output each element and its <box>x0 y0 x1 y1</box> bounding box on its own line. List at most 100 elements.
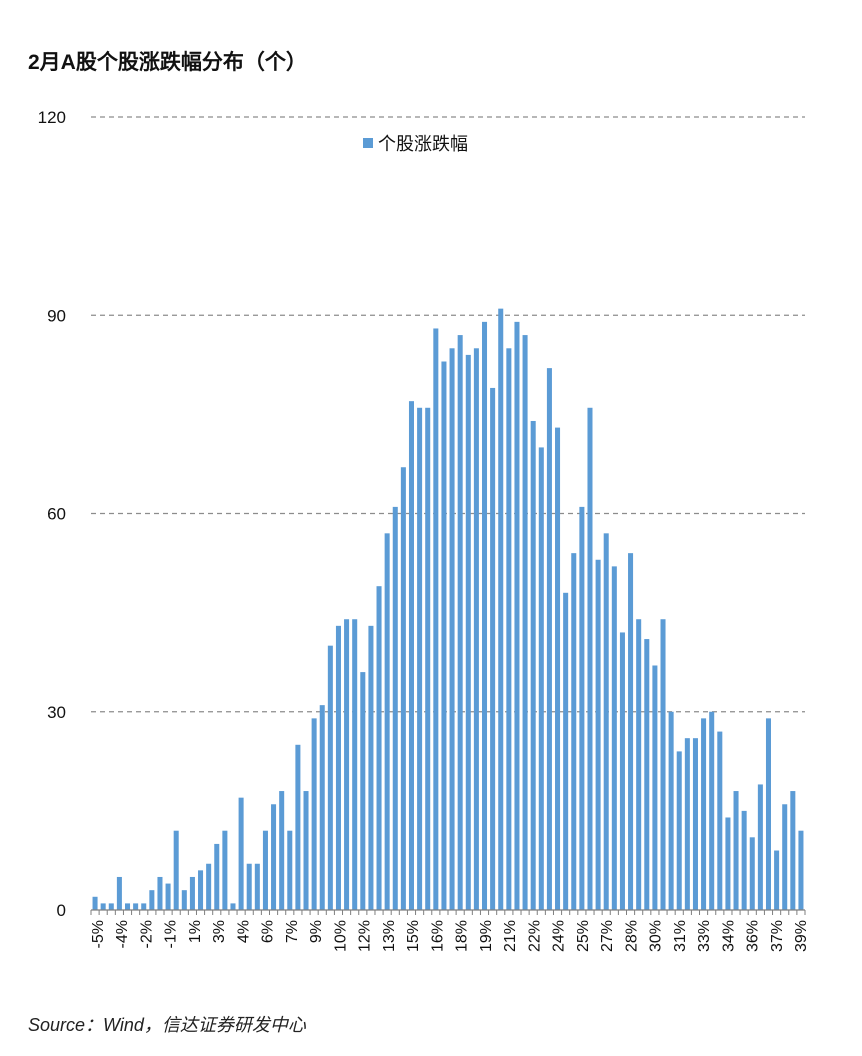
bar <box>749 837 755 910</box>
bar <box>279 791 285 910</box>
bar <box>222 830 228 910</box>
bar <box>417 407 423 910</box>
bar <box>141 903 147 910</box>
bar <box>709 711 715 910</box>
x-tick-label: 31% <box>672 920 689 952</box>
bar <box>628 553 634 910</box>
bar <box>254 863 260 910</box>
bar <box>425 407 431 910</box>
bar <box>303 791 309 910</box>
bar <box>214 843 220 910</box>
bar <box>433 328 439 911</box>
bar <box>295 744 301 910</box>
bar <box>376 586 382 910</box>
bar <box>676 751 682 910</box>
x-tick-label: 36% <box>745 920 762 952</box>
bar <box>116 876 122 910</box>
bar <box>165 883 171 910</box>
bar <box>741 810 747 911</box>
bar <box>644 639 650 910</box>
bar <box>319 705 325 910</box>
bar <box>619 632 625 910</box>
bar <box>189 876 195 910</box>
bar <box>100 903 106 910</box>
bar <box>344 619 350 910</box>
x-tick-label: 30% <box>648 920 665 952</box>
bar <box>246 863 252 910</box>
x-tick-label: 25% <box>575 920 592 952</box>
y-tick-label: 120 <box>38 108 66 127</box>
bar <box>133 903 139 910</box>
bar <box>636 619 642 910</box>
y-tick-label: 60 <box>47 505 66 524</box>
gridlines <box>91 116 805 713</box>
bar <box>465 354 471 910</box>
y-tick-label: 30 <box>47 703 66 722</box>
bar <box>668 711 674 910</box>
y-tick-label: 0 <box>57 901 66 920</box>
bar <box>538 447 544 910</box>
x-tick-label: 6% <box>260 920 277 943</box>
bar <box>384 533 390 910</box>
bar <box>514 321 520 910</box>
x-tick-label: 12% <box>357 920 374 952</box>
bar <box>173 830 179 910</box>
bar <box>506 348 512 910</box>
bar <box>790 791 796 910</box>
bar <box>392 506 398 910</box>
x-tick-label: 19% <box>478 920 495 952</box>
bar <box>555 427 561 910</box>
bar <box>522 335 528 911</box>
bar <box>498 308 504 910</box>
bar <box>198 870 204 910</box>
bar <box>490 387 496 910</box>
bar <box>441 361 447 910</box>
bar <box>92 896 98 910</box>
bar <box>125 903 131 910</box>
bar <box>149 890 155 910</box>
bar <box>408 401 414 910</box>
x-tick-label: 27% <box>599 920 616 952</box>
bar <box>473 348 479 910</box>
bar <box>449 348 455 910</box>
bar <box>757 784 763 910</box>
bar <box>733 791 739 910</box>
bar <box>546 368 552 910</box>
bar <box>157 876 163 910</box>
legend-label: 个股涨跌幅 <box>378 134 468 154</box>
bar <box>206 863 212 910</box>
bar <box>587 407 593 910</box>
bar <box>482 321 488 910</box>
axes: 0 30 60 90 120 -5% -4% -2% -1% 1% 3% 4% 6% 7% 9% 10% 12%… <box>38 108 810 952</box>
x-tick-label: 33% <box>696 920 713 952</box>
x-tick-label: 10% <box>332 920 349 952</box>
bar <box>108 903 114 910</box>
bar <box>327 645 333 910</box>
x-tick-label: 7% <box>284 920 301 943</box>
bar <box>571 553 577 910</box>
x-tick-label: 18% <box>454 920 471 952</box>
x-tick-label: 28% <box>623 920 640 952</box>
x-tick-label: 9% <box>308 920 325 943</box>
bar <box>692 738 698 910</box>
x-tick-label: 4% <box>235 920 252 943</box>
y-tick-label: 90 <box>47 306 66 325</box>
bar <box>238 797 244 910</box>
bar <box>530 420 536 910</box>
bar <box>765 718 771 910</box>
bar <box>457 335 463 911</box>
bar <box>611 566 617 910</box>
x-tick-label: 37% <box>769 920 786 952</box>
bar <box>271 804 277 910</box>
bar <box>400 467 406 910</box>
bar <box>725 817 731 910</box>
legend-swatch <box>363 138 373 148</box>
legend: 个股涨跌幅 <box>363 134 468 154</box>
x-tick-label: 24% <box>551 920 568 952</box>
bar <box>335 625 341 910</box>
x-tick-label: 15% <box>405 920 422 952</box>
bar <box>368 625 374 910</box>
x-tick-label: -5% <box>90 920 107 948</box>
bars <box>92 308 804 911</box>
x-tick-label: 3% <box>211 920 228 943</box>
